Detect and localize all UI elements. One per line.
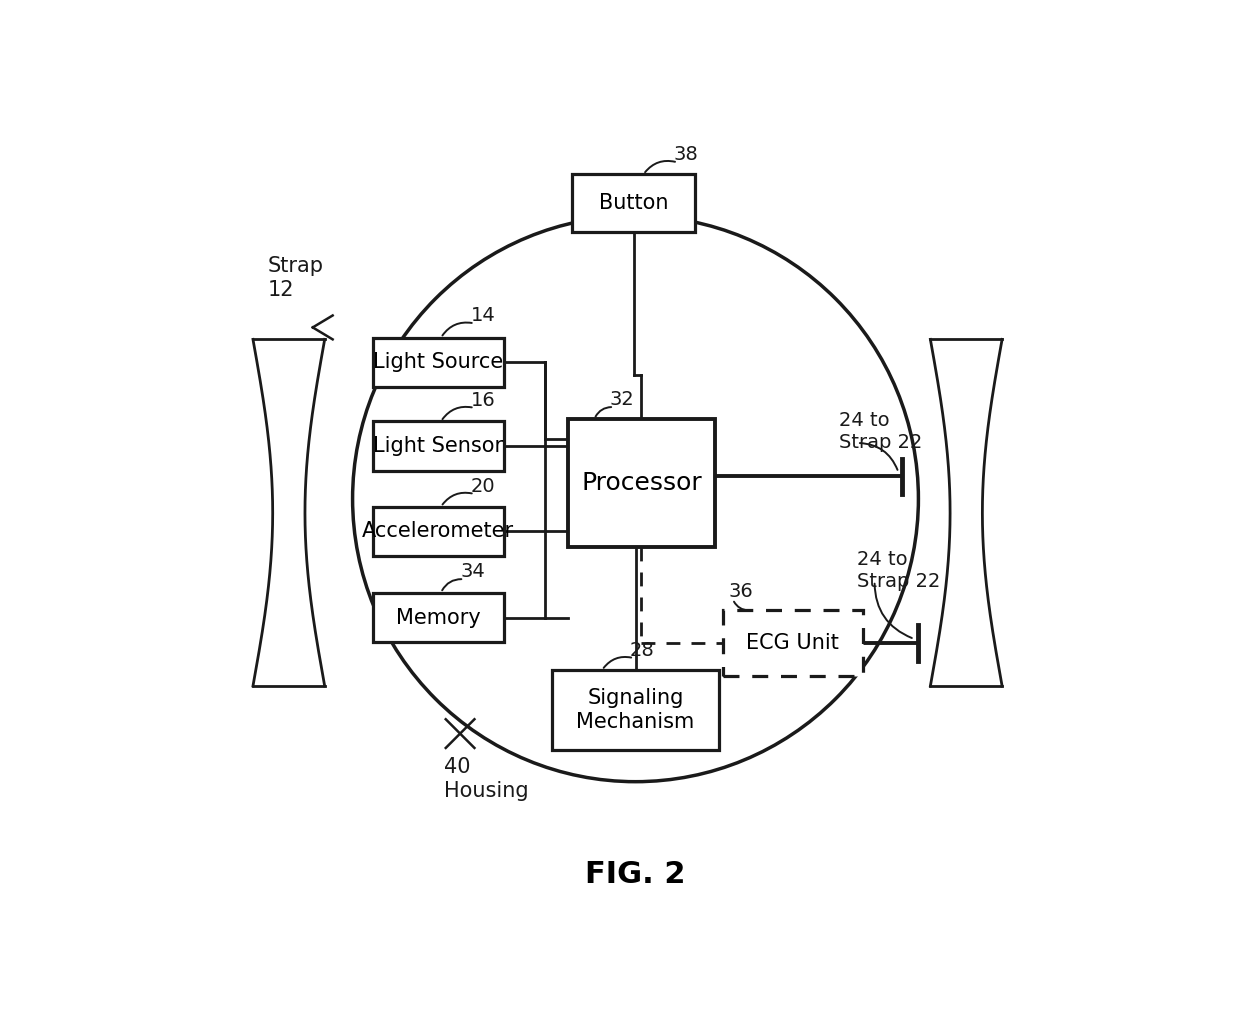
- Bar: [723, 611, 863, 676]
- Bar: [372, 421, 503, 471]
- Text: 40
Housing: 40 Housing: [444, 758, 528, 801]
- Text: 34: 34: [460, 562, 485, 581]
- Text: Processor: Processor: [582, 471, 702, 495]
- Text: 14: 14: [470, 306, 495, 325]
- Text: 32: 32: [610, 390, 635, 409]
- Text: Light Source: Light Source: [373, 353, 503, 373]
- Text: Memory: Memory: [396, 608, 481, 627]
- Text: 24 to
Strap 22: 24 to Strap 22: [857, 550, 940, 591]
- Text: Strap
12: Strap 12: [268, 257, 324, 299]
- Text: 16: 16: [470, 390, 495, 410]
- Bar: [372, 593, 503, 642]
- Text: Accelerometer: Accelerometer: [362, 522, 515, 541]
- Bar: [568, 419, 715, 546]
- Text: 24 to
Strap 22: 24 to Strap 22: [838, 411, 923, 451]
- Bar: [372, 337, 503, 387]
- Text: Light Sensor: Light Sensor: [373, 436, 503, 456]
- Text: 38: 38: [673, 145, 698, 165]
- Text: Button: Button: [599, 194, 668, 213]
- Bar: [372, 507, 503, 556]
- Text: 36: 36: [729, 582, 754, 600]
- Text: FIG. 2: FIG. 2: [585, 860, 686, 889]
- Bar: [572, 175, 696, 232]
- Text: 20: 20: [470, 476, 495, 496]
- Text: 28: 28: [630, 641, 655, 659]
- Text: ECG Unit: ECG Unit: [746, 633, 839, 653]
- Text: Signaling
Mechanism: Signaling Mechanism: [577, 688, 694, 732]
- Bar: [552, 670, 719, 749]
